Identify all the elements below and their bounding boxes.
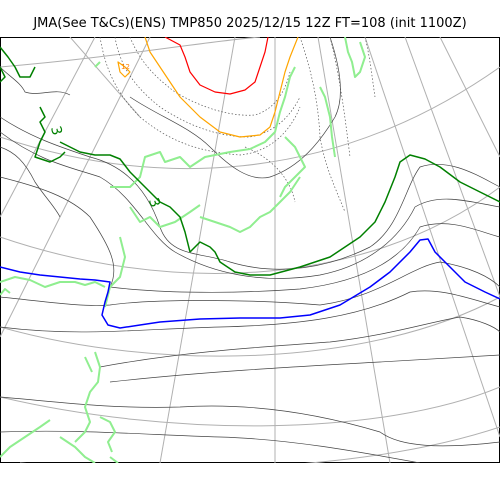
contour-line (99, 316, 500, 368)
blue-contour (0, 238, 500, 329)
contour-label: 12 (121, 63, 130, 71)
coastline (0, 276, 106, 288)
graticule-meridian (439, 37, 500, 158)
coastline (344, 37, 366, 78)
orange-contour-loop (117, 61, 131, 78)
coastlines (0, 37, 366, 463)
graticule-meridian (0, 37, 151, 338)
coastline (109, 456, 119, 463)
contour-line (0, 261, 500, 306)
dotted-contours (99, 37, 376, 213)
contour-line (0, 430, 421, 463)
graticule-meridian (404, 37, 500, 298)
red-contour (164, 37, 269, 95)
red-contour-line (164, 37, 269, 95)
graticule-parallel (0, 66, 500, 169)
dotted-contour (114, 37, 301, 138)
contour-line (0, 146, 61, 218)
graticule-parallel (0, 386, 500, 427)
coastline (199, 176, 301, 233)
coastline (129, 204, 201, 228)
orange-contour-line (144, 37, 299, 138)
coastline (99, 416, 116, 453)
graticule-meridian (69, 37, 141, 118)
dotted-contour (99, 37, 301, 156)
dotted-contour (244, 146, 296, 203)
contour-3-line (34, 106, 66, 163)
map-title: JMA(See T&Cs)(ENS) TMP850 2025/12/15 12Z… (33, 16, 467, 31)
contour-line (0, 116, 500, 270)
graticule-meridian (159, 37, 236, 463)
coastline (59, 436, 96, 463)
dotted-contour (299, 37, 346, 213)
contour-line (0, 176, 500, 293)
contour-3 (0, 46, 500, 276)
coastline (94, 61, 101, 68)
graticule-meridian (317, 37, 391, 463)
blue-contour-line (0, 238, 500, 329)
graticule-parallel (0, 186, 500, 274)
graticule-meridian (0, 37, 96, 218)
coastline (110, 66, 296, 188)
contour-line (129, 37, 341, 179)
map-canvas: 3 3 12 (0, 37, 500, 463)
thin-contours (0, 37, 500, 463)
graticule-parallel (0, 37, 261, 68)
graticule-parallel (20, 426, 500, 463)
contour-line (0, 66, 71, 96)
coastline (319, 86, 336, 158)
contour-3-line (0, 46, 36, 78)
coastline (104, 236, 126, 308)
orange-contour (117, 37, 299, 138)
contour-line (0, 131, 500, 279)
contour-3-line (189, 154, 500, 276)
coastline (279, 136, 306, 198)
contour-line (0, 290, 500, 333)
contour-line (0, 396, 500, 447)
coastline (0, 419, 51, 458)
coastline (84, 356, 93, 373)
graticule-parallel (0, 296, 500, 357)
graticule (0, 37, 500, 463)
contour-3-line (0, 66, 6, 83)
coastline (74, 351, 101, 443)
graticule-meridian (364, 37, 500, 438)
contour-label: 3 (47, 124, 65, 137)
map-panel: 3 3 12 (0, 37, 500, 463)
map-border (0, 37, 500, 463)
coastline (0, 288, 11, 296)
contour-line (109, 354, 500, 383)
contour-3-line (59, 141, 191, 253)
